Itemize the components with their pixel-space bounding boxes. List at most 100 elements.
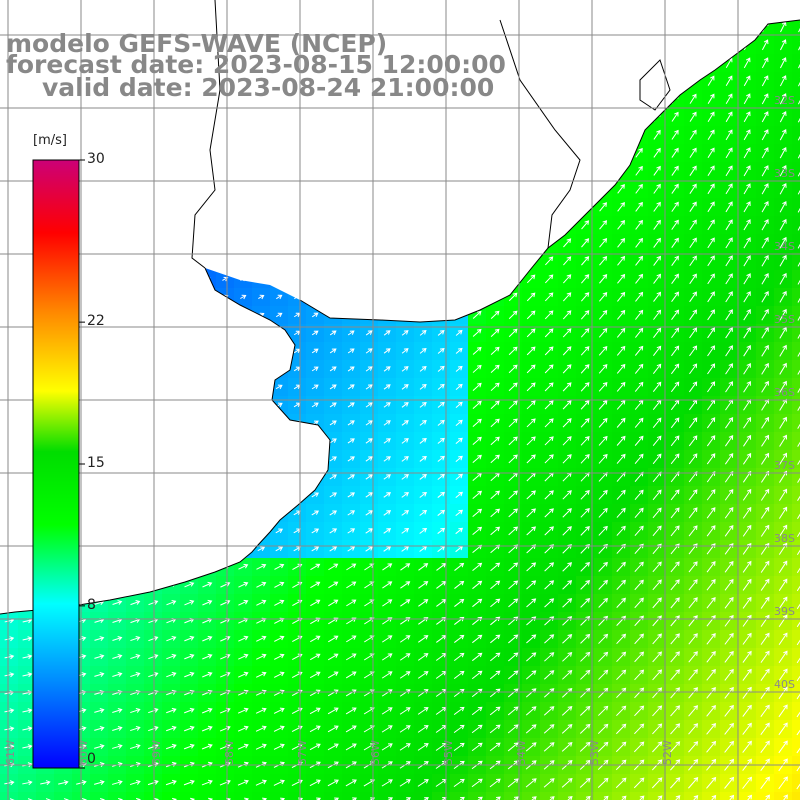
wind-arrow <box>689 111 697 122</box>
wind-arrow <box>652 363 662 374</box>
wind-cell <box>252 792 271 800</box>
wind-arrow <box>526 562 537 572</box>
wind-arrow <box>796 675 800 682</box>
wind-arrow <box>561 706 573 716</box>
wind-arrow <box>255 689 267 696</box>
wind-arrow <box>347 366 355 372</box>
wind-arrow <box>544 670 555 680</box>
wind-arrow <box>580 669 591 680</box>
wind-arrow <box>329 528 338 534</box>
wind-arrow <box>688 489 698 501</box>
wind-arrow <box>688 453 698 465</box>
wind-arrow <box>688 723 699 735</box>
wind-arrow <box>796 621 800 628</box>
wind-arrow <box>615 723 627 735</box>
wind-arrow <box>401 492 409 498</box>
lagoon-outline <box>639 59 671 111</box>
latitude-label: 39S <box>774 605 795 618</box>
wind-arrow <box>453 670 465 679</box>
wind-arrow <box>347 474 355 480</box>
wind-arrow <box>689 273 697 285</box>
wind-arrow <box>383 384 391 390</box>
wind-arrow <box>706 615 716 627</box>
wind-arrow <box>183 779 195 786</box>
wind-arrow <box>273 671 285 678</box>
wind-cell <box>792 198 800 217</box>
wind-arrow <box>743 273 751 285</box>
wind-arrow <box>725 183 733 195</box>
wind-arrow <box>652 525 662 537</box>
wind-arrow <box>401 384 409 390</box>
wind-arrow <box>365 528 374 534</box>
wind-arrow <box>579 741 591 752</box>
wind-arrow <box>346 599 357 607</box>
wind-cell <box>792 594 800 613</box>
wind-arrow <box>165 725 177 732</box>
longitude-label: 53W <box>588 740 601 765</box>
wind-arrow <box>311 366 319 372</box>
wind-arrow <box>490 400 500 410</box>
wind-arrow <box>309 725 321 733</box>
wind-arrow <box>347 492 355 498</box>
wind-arrow <box>274 563 285 570</box>
wind-arrow <box>598 417 608 428</box>
wind-arrow <box>761 165 769 177</box>
wind-arrow <box>797 441 800 447</box>
wind-arrow <box>725 237 733 249</box>
colorbar-label: 0 <box>87 751 96 767</box>
wind-arrow <box>779 111 787 123</box>
wind-arrow <box>237 725 249 732</box>
wind-arrow <box>616 381 626 392</box>
wind-arrow <box>27 798 33 800</box>
longitude-label: 55W <box>442 740 455 765</box>
wind-arrow <box>258 294 265 300</box>
wind-cell <box>18 792 37 800</box>
wind-arrow <box>760 488 770 501</box>
wind-arrow <box>255 779 267 786</box>
wind-arrow <box>634 633 645 645</box>
wind-arrow <box>419 527 428 534</box>
wind-arrow <box>256 581 267 588</box>
wind-arrow <box>437 437 445 444</box>
wind-arrow <box>489 670 501 680</box>
wind-arrow <box>345 707 357 715</box>
wind-arrow <box>311 546 320 552</box>
wind-arrow <box>508 580 519 590</box>
wind-arrow <box>796 729 800 736</box>
wind-arrow <box>544 328 554 338</box>
wind-arrow <box>508 454 518 464</box>
wind-arrow <box>544 310 554 320</box>
wind-arrow <box>453 742 465 752</box>
wind-arrow <box>670 507 680 519</box>
wind-arrow <box>255 671 267 678</box>
wind-arrow <box>238 635 249 642</box>
wind-arrow <box>489 652 501 662</box>
wind-arrow <box>742 740 752 753</box>
wind-arrow <box>796 567 800 574</box>
wind-arrow <box>779 362 787 375</box>
wind-arrow <box>237 743 249 750</box>
wind-arrow <box>419 420 427 426</box>
wind-arrow <box>347 402 355 408</box>
wind-arrow <box>706 507 716 519</box>
wind-arrow <box>598 327 608 338</box>
wind-arrow <box>778 740 788 754</box>
longitude-label: 60W <box>77 740 90 765</box>
wind-arrow <box>652 723 663 735</box>
wind-arrow <box>616 435 626 446</box>
wind-arrow <box>22 726 33 732</box>
latitude-label: 37S <box>774 459 795 472</box>
wind-arrow <box>383 474 391 480</box>
wind-arrow <box>724 704 734 717</box>
wind-arrow <box>761 326 769 339</box>
wind-arrow <box>455 347 463 354</box>
wind-arrow <box>4 780 15 786</box>
wind-arrow <box>761 254 769 267</box>
wind-arrow <box>780 39 787 51</box>
wind-cell <box>126 792 145 800</box>
wind-arrow <box>688 507 698 519</box>
wind-arrow <box>471 778 483 788</box>
wind-arrow <box>779 182 787 195</box>
wind-arrow <box>779 164 787 177</box>
wind-arrow <box>508 310 518 320</box>
